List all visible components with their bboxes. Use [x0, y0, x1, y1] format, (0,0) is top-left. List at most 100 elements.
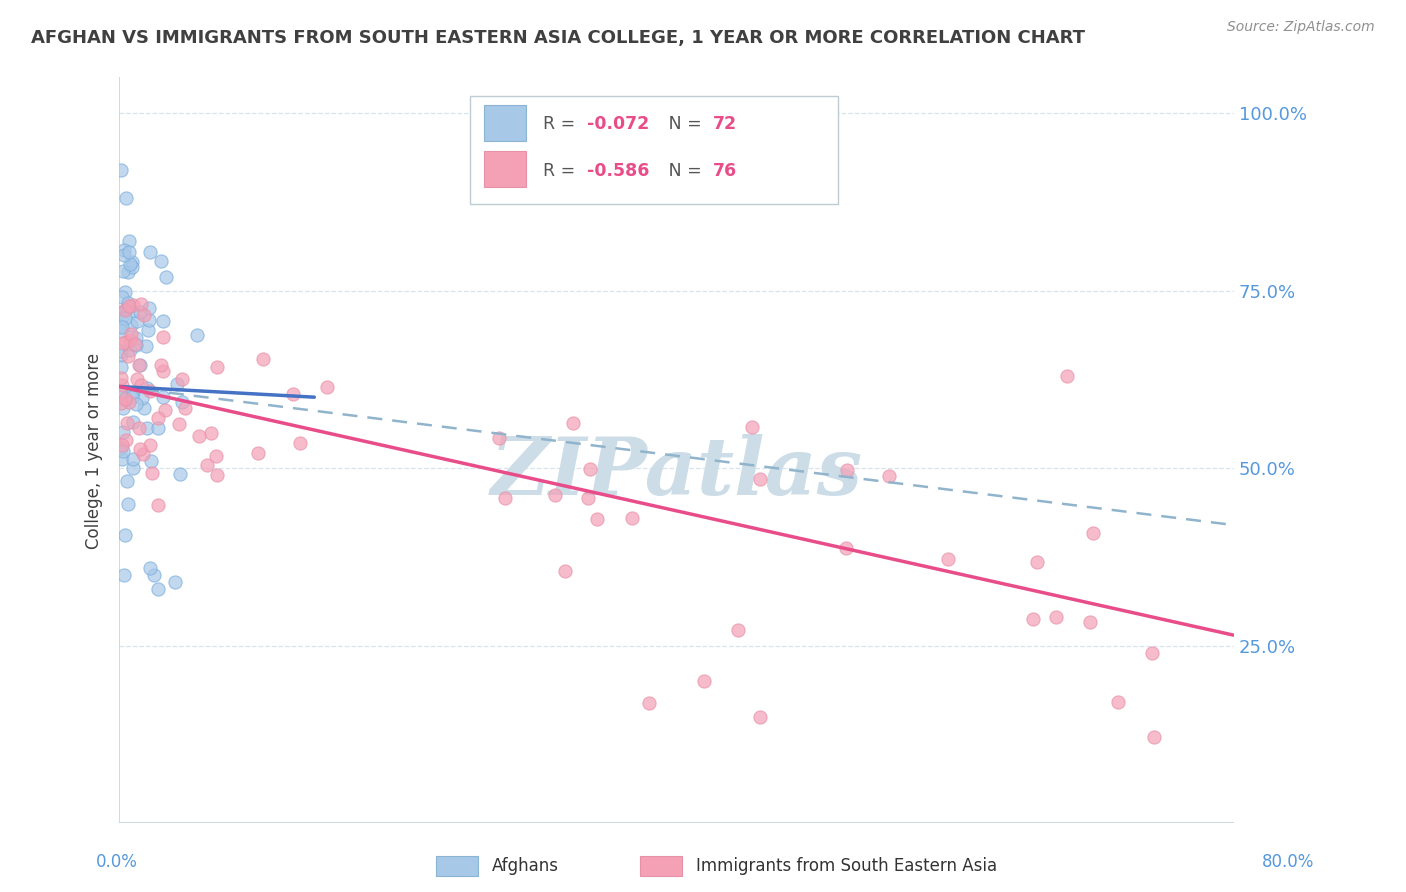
Point [110, 311, 132, 326]
Text: N =: N = [652, 161, 707, 179]
Point [1107, 695, 1129, 709]
Text: 80.0%: 80.0% [1263, 853, 1315, 871]
Point [117, 497, 139, 511]
Point [121, 384, 143, 399]
Point [1083, 526, 1105, 541]
Point [135, 339, 157, 353]
Point [1143, 730, 1166, 744]
Point [494, 491, 516, 505]
Point [120, 334, 142, 348]
Point [125, 397, 148, 411]
Point [727, 623, 749, 637]
Point [200, 425, 222, 440]
Point [110, 324, 132, 338]
Point [110, 371, 132, 385]
Point [207, 467, 229, 482]
Point [150, 358, 173, 372]
Point [118, 299, 141, 313]
Point [121, 390, 143, 404]
Point [114, 302, 136, 317]
Point [195, 458, 218, 473]
Point [124, 336, 146, 351]
Point [315, 380, 337, 394]
Point [112, 401, 135, 416]
Point [1021, 612, 1043, 626]
Point [141, 466, 163, 480]
Point [115, 301, 138, 315]
Point [120, 318, 142, 333]
Bar [471, 96, 838, 204]
Point [110, 344, 132, 359]
Point [138, 301, 160, 315]
Point [115, 416, 138, 430]
Text: AFGHAN VS IMMIGRANTS FROM SOUTH EASTERN ASIA COLLEGE, 1 YEAR OR MORE CORRELATION: AFGHAN VS IMMIGRANTS FROM SOUTH EASTERN … [31, 29, 1085, 46]
Point [146, 421, 169, 435]
Point [128, 358, 150, 372]
Point [136, 421, 159, 435]
Point [136, 323, 159, 337]
Point [110, 162, 132, 177]
Point [115, 191, 138, 205]
Point [554, 564, 576, 578]
Point [135, 381, 157, 395]
Point [637, 696, 659, 710]
Point [129, 442, 152, 456]
Point [139, 560, 162, 574]
Point [283, 387, 305, 401]
Point [149, 253, 172, 268]
Point [114, 285, 136, 300]
Point [562, 416, 585, 430]
Point [139, 438, 162, 452]
Point [586, 512, 609, 526]
Point [748, 472, 770, 486]
Text: Source: ZipAtlas.com: Source: ZipAtlas.com [1227, 20, 1375, 34]
Point [148, 498, 170, 512]
Point [121, 260, 143, 275]
Point [114, 392, 136, 406]
Text: 76: 76 [713, 161, 737, 179]
Point [112, 248, 135, 262]
Point [110, 360, 132, 375]
Point [121, 255, 143, 269]
Text: 72: 72 [713, 115, 737, 134]
Point [115, 474, 138, 488]
Point [128, 421, 150, 435]
Point [186, 328, 208, 343]
Point [172, 372, 194, 386]
Point [117, 350, 139, 364]
Point [143, 567, 166, 582]
Point [1056, 368, 1078, 383]
Point [252, 352, 274, 367]
Bar [484, 105, 526, 141]
Point [125, 372, 148, 386]
Point [120, 326, 142, 341]
Point [112, 243, 135, 257]
Point [128, 358, 150, 372]
Text: N =: N = [652, 115, 707, 134]
Text: Immigrants from South Eastern Asia: Immigrants from South Eastern Asia [696, 857, 997, 875]
Point [110, 348, 132, 362]
Point [139, 454, 162, 468]
Point [112, 443, 135, 458]
Point [129, 304, 152, 318]
Point [138, 313, 160, 327]
Point [114, 311, 136, 326]
Point [129, 297, 152, 311]
Point [125, 338, 148, 352]
Point [111, 451, 134, 466]
Point [1140, 646, 1163, 660]
Point [1025, 555, 1047, 569]
Text: ZIPatlas: ZIPatlas [491, 434, 863, 512]
Point [125, 314, 148, 328]
Text: -0.072: -0.072 [588, 115, 650, 134]
Point [118, 343, 141, 358]
Point [1045, 610, 1067, 624]
Point [121, 303, 143, 318]
Point [544, 488, 567, 502]
Point [110, 305, 132, 319]
Point [114, 527, 136, 541]
Point [112, 264, 135, 278]
Text: -0.586: -0.586 [588, 161, 650, 179]
Point [1078, 615, 1101, 629]
Point [173, 401, 195, 416]
